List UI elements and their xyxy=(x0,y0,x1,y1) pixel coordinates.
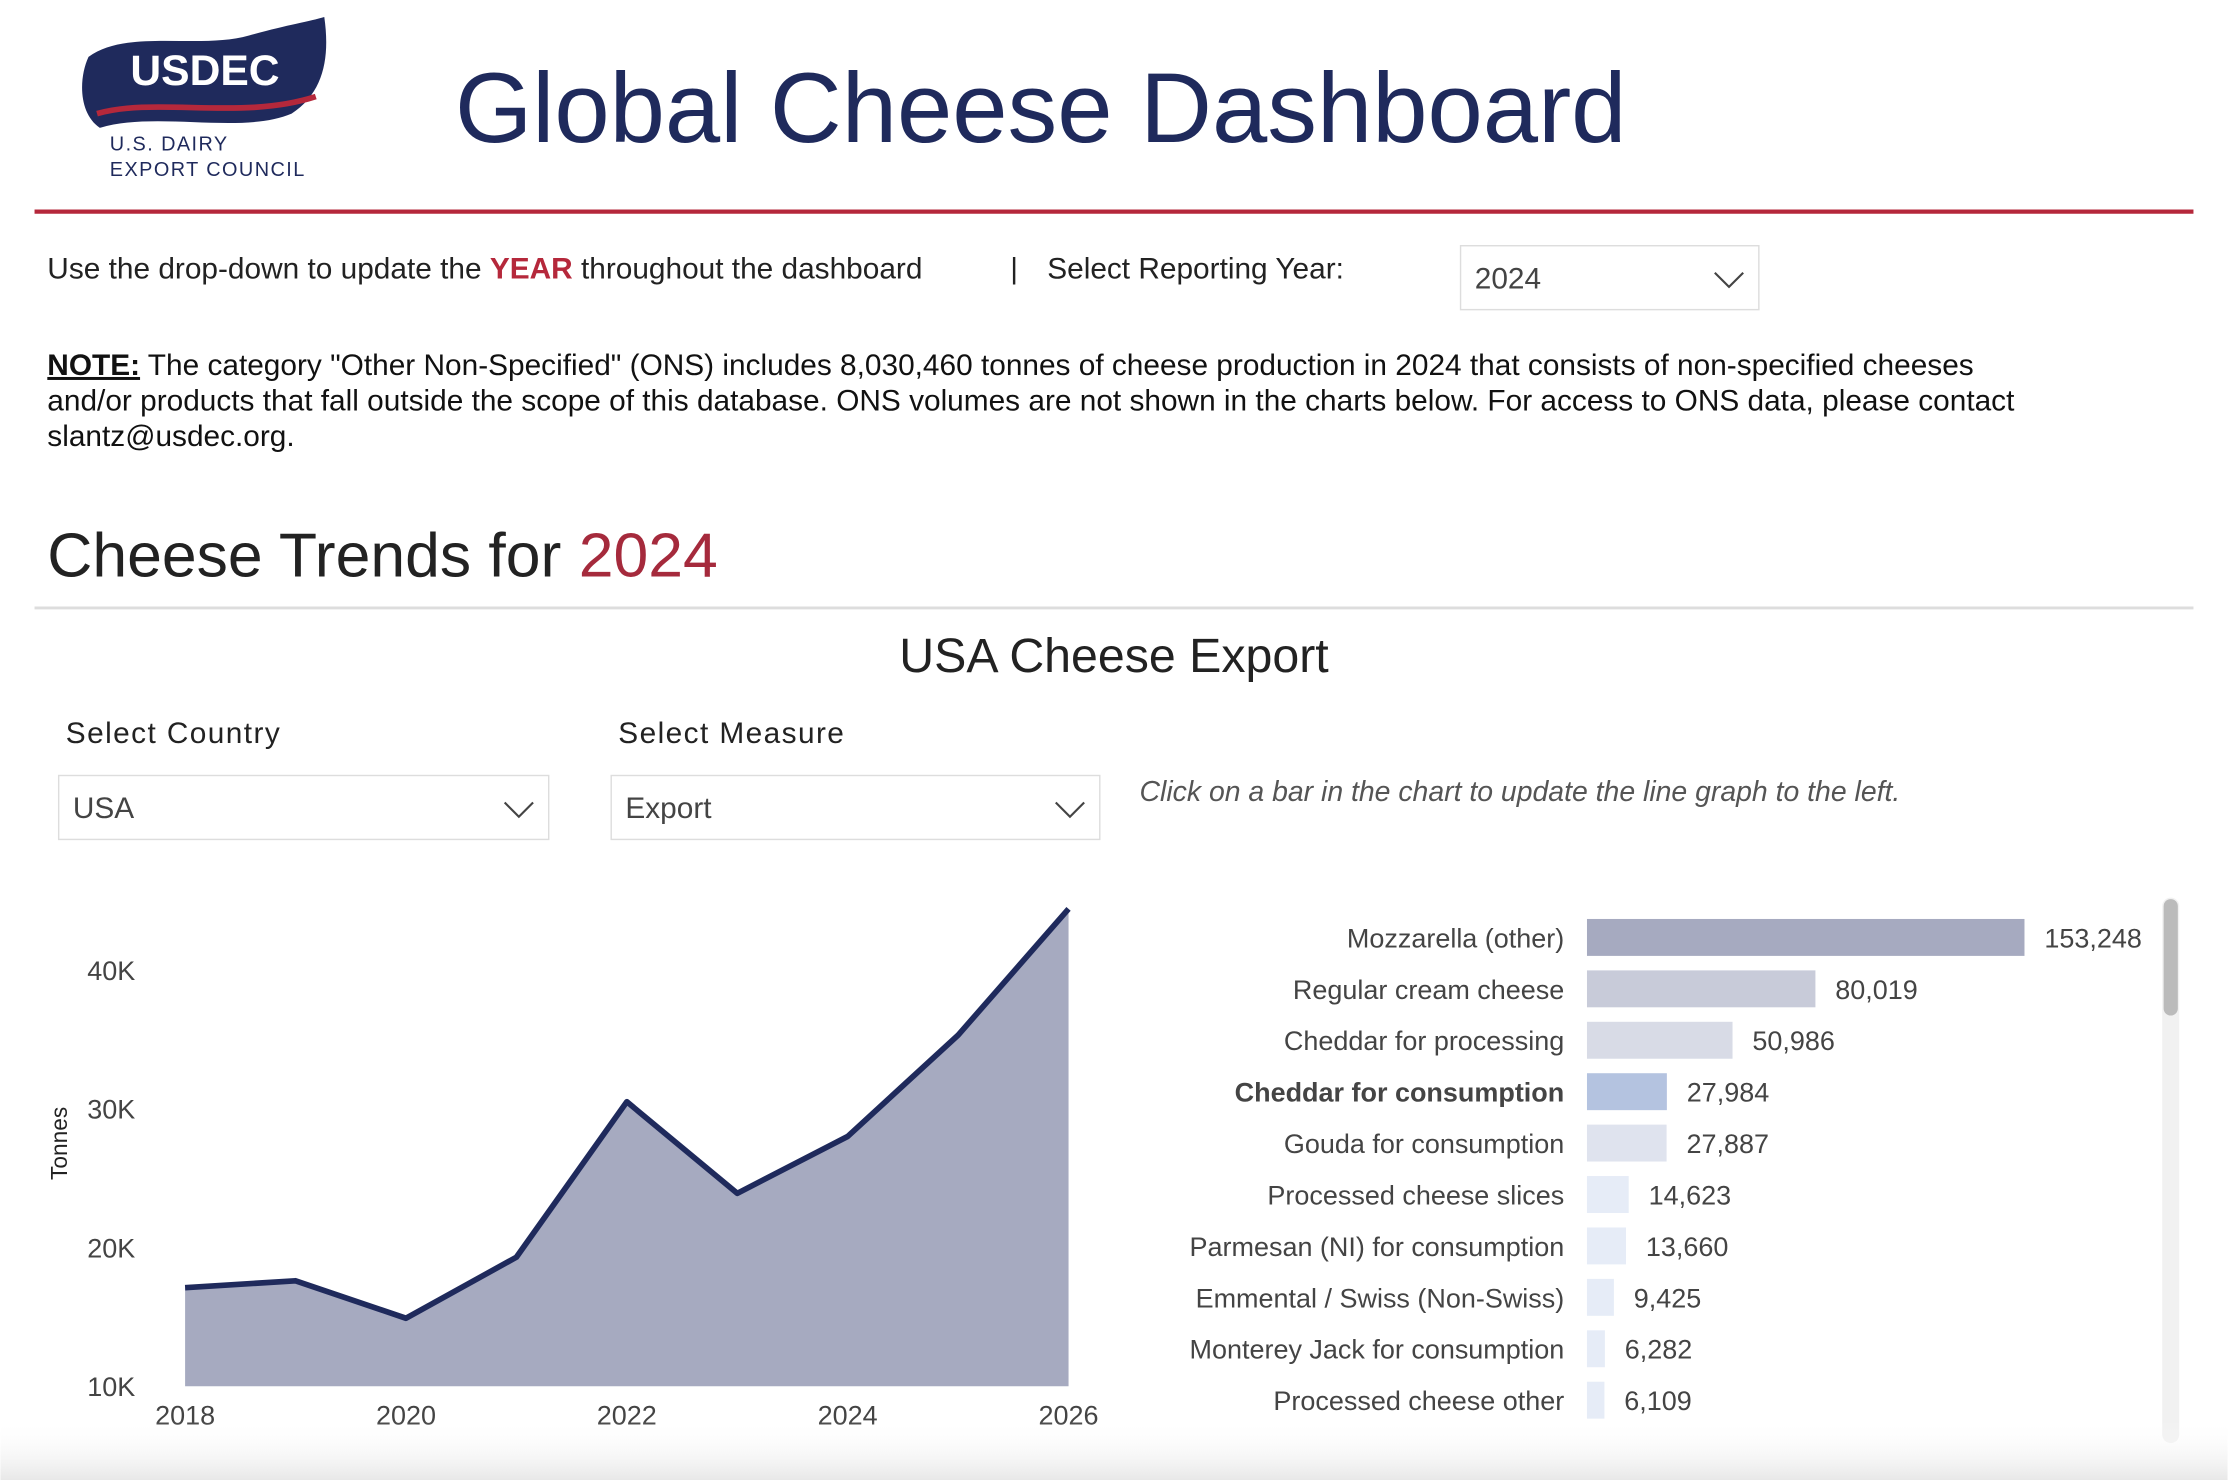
data-label: 27,887 xyxy=(1686,1129,1769,1159)
bar-category: Processed cheese other xyxy=(1273,1386,1564,1416)
data-label: 6,282 xyxy=(1625,1335,1693,1365)
section-title-text: Cheese Trends for xyxy=(47,521,578,591)
logo-line: U.S. DAIRY xyxy=(110,134,229,156)
y-tick-label: 10K xyxy=(87,1372,135,1402)
note-text: The category "Other Non-Specified" (ONS)… xyxy=(140,349,1974,382)
y-tick-label: 40K xyxy=(87,956,135,986)
dropdown-value: Export xyxy=(625,792,712,825)
note-text: and/or products that fall outside the sc… xyxy=(47,384,2015,417)
bottom-fade xyxy=(0,1420,2228,1480)
data-label: 153,248 xyxy=(2044,923,2141,953)
data-label: 50,986 xyxy=(1752,1026,1835,1056)
dropdown-value: USA xyxy=(73,792,134,825)
note-text: slantz@usdec.org. xyxy=(47,420,294,453)
bar[interactable] xyxy=(1586,1176,1629,1213)
data-label: 13,660 xyxy=(1646,1232,1729,1262)
area xyxy=(185,908,1069,1387)
bar-category: Mozzarella (other) xyxy=(1347,923,1564,953)
bar[interactable] xyxy=(1586,1381,1605,1419)
data-label: 6,109 xyxy=(1624,1386,1692,1416)
bar-category: Processed cheese slices xyxy=(1267,1180,1564,1210)
bar[interactable] xyxy=(1586,1278,1614,1316)
bar-category: Cheddar for consumption xyxy=(1235,1078,1565,1108)
separator: | xyxy=(1010,252,1018,285)
data-label: 14,623 xyxy=(1649,1180,1732,1210)
logo-line: EXPORT COUNCIL xyxy=(110,159,306,181)
logo-name: USDEC xyxy=(130,47,279,95)
dropdown-value: 2024 xyxy=(1475,262,1541,295)
bar-category: Monterey Jack for consumption xyxy=(1190,1335,1565,1365)
filter-label: Select Country xyxy=(66,717,281,750)
country-dropdown[interactable]: USA xyxy=(57,774,550,841)
instruction: Use the drop-down to update the YEAR thr… xyxy=(47,252,922,285)
y-tick-label: 20K xyxy=(87,1233,135,1263)
filter-label: Select Measure xyxy=(618,717,845,750)
keyword: YEAR xyxy=(490,252,573,285)
logo: USDEC U.S. DAIRY EXPORT COUNCIL xyxy=(82,17,327,181)
hint: Click on a bar in the chart to update th… xyxy=(1140,776,1901,808)
instruction-text: Use the drop-down to update the xyxy=(47,252,490,285)
bar[interactable] xyxy=(1586,1124,1667,1162)
bar-category: Gouda for consumption xyxy=(1284,1129,1564,1159)
y-tick-label: 30K xyxy=(87,1095,135,1125)
section-title: Cheese Trends for 2024 xyxy=(47,521,717,591)
bar-category: Cheddar for processing xyxy=(1284,1026,1564,1056)
year-dropdown[interactable]: 2024 xyxy=(1459,245,1760,311)
bar-category: Regular cream cheese xyxy=(1293,975,1564,1005)
note-label: NOTE: xyxy=(47,349,140,382)
data-label: 9,425 xyxy=(1634,1283,1702,1313)
bar[interactable] xyxy=(1586,1330,1605,1368)
page-title: Global Cheese Dashboard xyxy=(455,53,1627,164)
data-label: 80,019 xyxy=(1835,975,1918,1005)
bar[interactable] xyxy=(1586,1227,1626,1265)
data-label: 27,984 xyxy=(1687,1078,1770,1108)
measure-dropdown[interactable]: Export xyxy=(610,774,1101,841)
instruction-text: throughout the dashboard xyxy=(573,252,923,285)
y-axis-label: Tonnes xyxy=(46,1107,72,1180)
panel-title: USA Cheese Export xyxy=(899,629,1329,683)
line xyxy=(184,906,1071,1322)
bar-category: Parmesan (NI) for consumption xyxy=(1190,1232,1565,1262)
bar[interactable] xyxy=(1586,970,1816,1008)
bar[interactable] xyxy=(1586,918,2025,956)
bar[interactable] xyxy=(1586,1021,1733,1059)
year-label: Select Reporting Year: xyxy=(1047,252,1344,285)
scrollbar[interactable] xyxy=(2162,897,2180,1444)
bar[interactable] xyxy=(1586,1073,1667,1111)
bar-category: Emmental / Swiss (Non-Swiss) xyxy=(1196,1283,1565,1313)
section-year: 2024 xyxy=(579,521,718,591)
note: NOTE: The category "Other Non-Specified"… xyxy=(47,349,1973,382)
